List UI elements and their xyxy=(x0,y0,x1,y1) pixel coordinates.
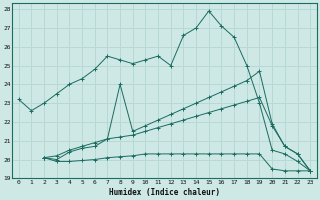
X-axis label: Humidex (Indice chaleur): Humidex (Indice chaleur) xyxy=(109,188,220,197)
